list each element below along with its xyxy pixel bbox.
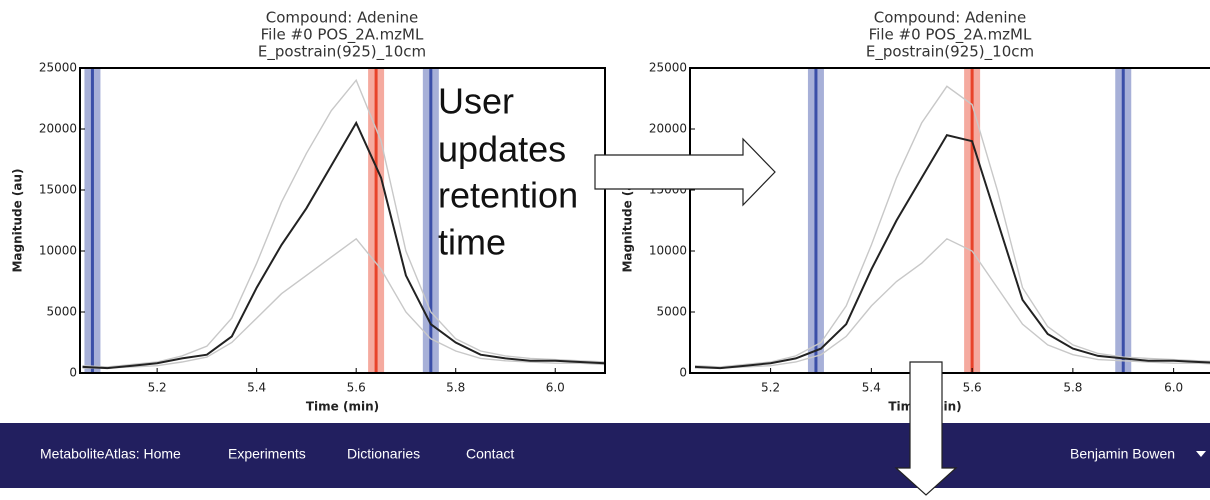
y-tick-label: 0 [679,366,687,380]
annotation-line: updates [438,129,566,170]
plot-area [695,68,1210,373]
x-tick-label: 5.2 [761,381,780,395]
annotation-line: time [438,222,506,263]
annotation-line: User [438,81,514,122]
trace [695,239,1210,368]
trace [83,239,606,368]
y-tick-label: 25000 [39,61,77,75]
y-tick-label: 10000 [39,244,77,258]
y-tick-label: 20000 [39,122,77,136]
x-tick-label: 5.8 [1063,381,1082,395]
nav-brand[interactable]: MetaboliteAtlas: Home [40,446,181,462]
page: {"chart_data": [ {"type": "line", "title… [0,0,1210,496]
y-tick-label: 5000 [46,305,77,319]
nav-link[interactable]: Dictionaries [347,446,420,462]
nav-link[interactable]: Experiments [228,446,306,462]
navbar [0,423,1210,488]
x-tick-label: 5.8 [446,381,465,395]
x-tick-label: 5.6 [347,381,366,395]
nav-link[interactable]: Contact [466,446,514,462]
nav-user[interactable]: Benjamin Bowen [1070,446,1175,462]
x-tick-label: 5.6 [963,381,982,395]
y-tick-label: 20000 [649,122,687,136]
chart-title: Compound: Adenine [874,9,1026,27]
y-tick-label: 10000 [649,244,687,258]
y-tick-label: 5000 [656,305,687,319]
plot-area [83,68,606,373]
trace [695,86,1210,367]
chart-title: Compound: Adenine [266,9,418,27]
y-tick-label: 25000 [649,61,687,75]
annotation-line: retention [438,175,578,216]
trace [83,80,606,367]
x-tick-label: 6.0 [546,381,565,395]
y-axis-label: Magnitude (au) [11,168,25,272]
chart-title: E_postrain(925)_10cm [258,43,426,62]
x-axis-label: Time (min) [306,400,379,414]
axes-frame [690,68,1210,373]
x-tick-label: 5.4 [247,381,266,395]
x-tick-label: 5.4 [862,381,881,395]
chart-title: E_postrain(925)_10cm [866,43,1034,62]
y-tick-label: 0 [69,366,77,380]
y-tick-label: 15000 [39,183,77,197]
axes-frame [80,68,605,373]
screenshot: Compound: AdenineFile #0 POS_2A.mzMLE_po… [0,0,1210,496]
x-tick-label: 5.2 [148,381,167,395]
x-tick-label: 6.0 [1164,381,1183,395]
